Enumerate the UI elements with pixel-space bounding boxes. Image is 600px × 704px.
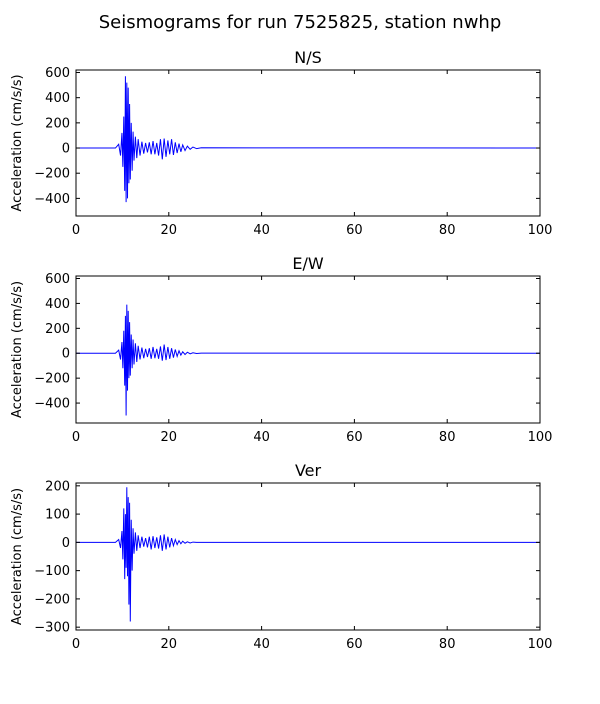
- y-axis-label: Acceleration (cm/s/s): [10, 74, 25, 211]
- panel-title: E/W: [292, 254, 324, 273]
- x-tick-label: 20: [161, 637, 178, 652]
- y-tick-label: −400: [34, 192, 70, 207]
- y-axis-label: Acceleration (cm/s/s): [10, 488, 25, 625]
- x-tick-label: 80: [439, 637, 456, 652]
- y-tick-label: −300: [34, 621, 70, 636]
- x-tick-label: 100: [528, 430, 553, 445]
- series-line: [76, 76, 541, 203]
- panel-title: N/S: [294, 48, 322, 67]
- y-tick-label: 400: [45, 91, 70, 106]
- y-tick-label: −400: [34, 397, 70, 412]
- axes-frame: [75, 482, 541, 631]
- x-tick-label: 40: [253, 637, 270, 652]
- y-tick-label: 600: [45, 66, 70, 81]
- x-tick-label: 0: [72, 430, 80, 445]
- y-tick-label: 200: [45, 116, 70, 131]
- y-tick-label: 600: [45, 272, 70, 287]
- series-line: [76, 487, 540, 622]
- x-tick-label: 60: [346, 223, 363, 238]
- x-tick-label: 60: [346, 637, 363, 652]
- axes-frame: [75, 69, 541, 217]
- x-tick-label: 40: [253, 430, 270, 445]
- panel-title: Ver: [295, 461, 322, 480]
- y-tick-label: 0: [62, 536, 70, 551]
- x-tick-label: 60: [346, 430, 363, 445]
- x-tick-label: 0: [72, 223, 80, 238]
- x-tick-label: 0: [72, 637, 80, 652]
- y-tick-label: −200: [34, 372, 70, 387]
- y-tick-label: 200: [45, 479, 70, 494]
- series-line: [76, 304, 541, 416]
- x-tick-label: 80: [439, 223, 456, 238]
- y-tick-label: −200: [34, 167, 70, 182]
- panel-1: N/S Acceleration (cm/s/s) 0 20 40 60 80 100 −400…: [10, 48, 552, 238]
- panel-3: Ver Acceleration (cm/s/s) 0 20 40 60 80 100 −300…: [10, 461, 552, 652]
- y-tick-label: −200: [34, 592, 70, 607]
- y-tick-label: 0: [62, 347, 70, 362]
- y-axis-label: Acceleration (cm/s/s): [10, 281, 25, 418]
- x-tick-label: 100: [528, 223, 553, 238]
- x-tick-label: 20: [161, 430, 178, 445]
- y-tick-label: −100: [34, 564, 70, 579]
- x-tick-label: 100: [528, 637, 553, 652]
- x-tick-label: 40: [253, 223, 270, 238]
- x-tick-label: 80: [439, 430, 456, 445]
- y-tick-label: 100: [45, 508, 70, 523]
- x-tick-label: 20: [161, 223, 178, 238]
- y-tick-label: 400: [45, 297, 70, 312]
- y-tick-label: 0: [62, 142, 70, 157]
- axes-frame: [75, 275, 541, 424]
- y-tick-label: 200: [45, 322, 70, 337]
- panel-2: E/W Acceleration (cm/s/s) 0 20 40 60 80 100 −400…: [10, 254, 552, 445]
- figure-title: Seismograms for run 7525825, station nwh…: [99, 12, 502, 33]
